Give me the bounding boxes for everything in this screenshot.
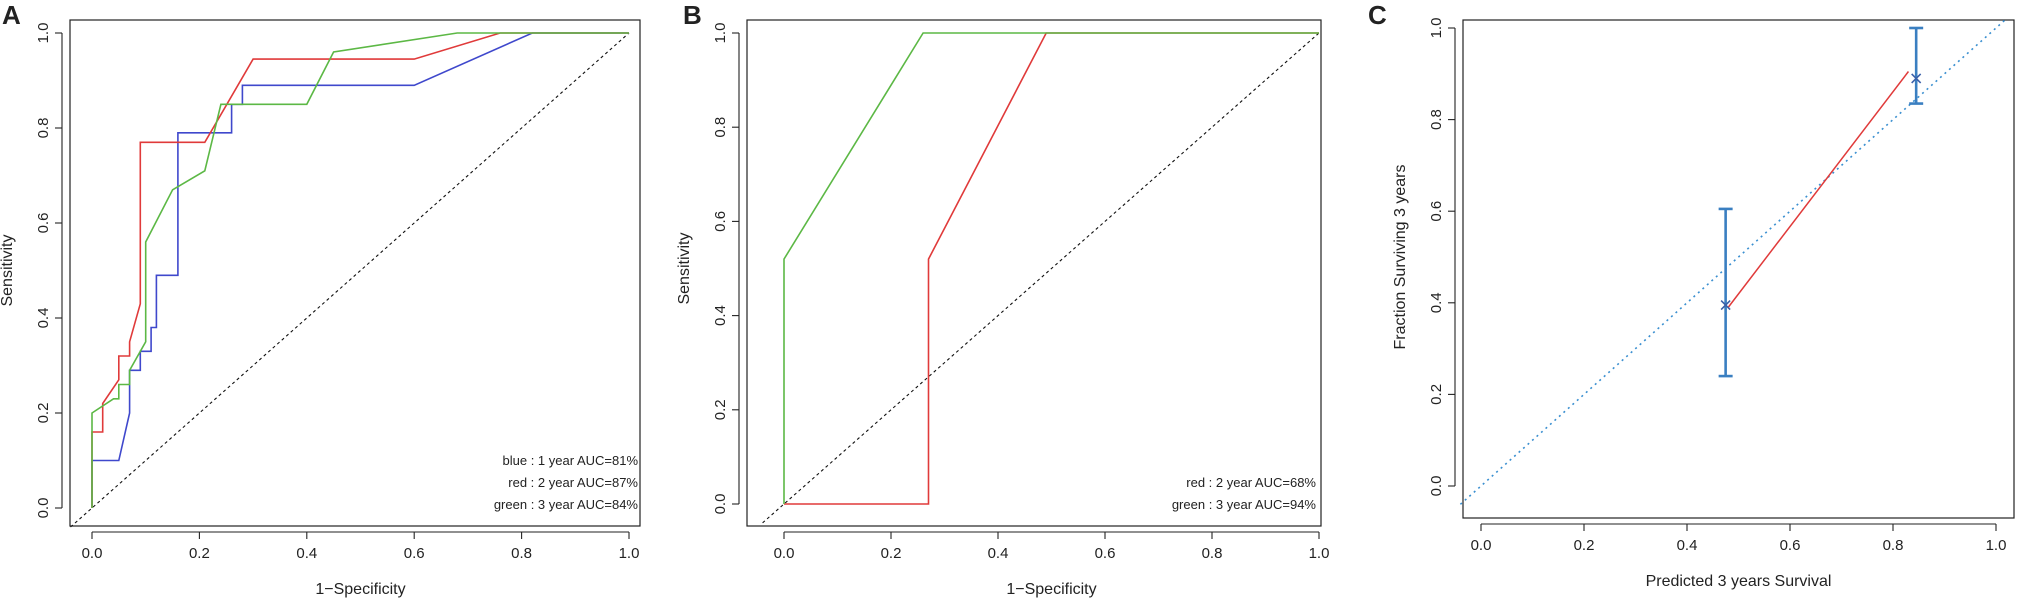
series-lines xyxy=(783,32,1319,505)
y-axis-title: Fraction Surviving 3 years xyxy=(1392,165,1409,350)
data-point-marker xyxy=(1720,300,1731,311)
y-tick-label: 0.4 xyxy=(712,305,729,326)
x-tick-label: 0.8 xyxy=(1202,545,1223,562)
roc-curve-1 xyxy=(91,32,629,508)
x-tick-label: 0.6 xyxy=(1095,545,1116,562)
panel-a: A 1−Specificity 0.0 0.2 0.4 0.6 0.8 1.0 Sensi… xyxy=(0,0,641,598)
legend: red : 2 year AUC=68% green : 3 year AUC=… xyxy=(1172,475,1317,512)
y-tick-label: 0.0 xyxy=(1428,476,1445,497)
diagonal-reference-line xyxy=(762,32,1320,524)
data-point-marker xyxy=(1911,73,1922,84)
y-tick-label: 0.4 xyxy=(35,308,52,329)
y-tick-label: 0.2 xyxy=(35,403,52,424)
x-tick-label: 1.0 xyxy=(1986,537,2007,554)
x-tick-label: 0.8 xyxy=(1883,537,1904,554)
y-axis-title: Sensitivity xyxy=(0,234,16,306)
y-tick-label: 0.2 xyxy=(712,399,729,420)
panel-c: C Predicted 3 years Survival 0.0 0.2 0.4 0.… xyxy=(1368,0,2015,590)
y-axis-title: Sensitivity xyxy=(676,232,693,304)
plot-frame xyxy=(1462,19,2015,519)
panel-letter: A xyxy=(2,0,21,30)
x-tick-label: 1.0 xyxy=(619,545,640,562)
y-tick-label: 0.6 xyxy=(712,211,729,232)
x-axis-title: Predicted 3 years Survival xyxy=(1646,573,1832,590)
x-tick-label: 0.8 xyxy=(511,545,532,562)
y-tick-label: 0.8 xyxy=(1428,109,1445,130)
legend-entry-red: red : 2 year AUC=68% xyxy=(1186,475,1316,490)
roc-curve-1 xyxy=(783,32,1319,504)
x-tick-label: 0.2 xyxy=(881,545,902,562)
y-tick-label: 0.0 xyxy=(35,498,52,519)
panel-b: B 1−Specificity 0.0 0.2 0.4 0.6 0.8 1.0 Sensi… xyxy=(676,0,1329,598)
series-lines xyxy=(1459,18,2007,505)
x-tick-label: 0.4 xyxy=(296,545,317,562)
x-tick-label: 1.0 xyxy=(1309,545,1330,562)
plot-frame xyxy=(746,19,1322,527)
x-tick-label: 0.0 xyxy=(82,545,103,562)
y-tick-label: 0.6 xyxy=(35,213,52,234)
legend: blue : 1 year AUC=81% red : 2 year AUC=8… xyxy=(494,453,639,512)
y-tick-label: 0.6 xyxy=(1428,201,1445,222)
y-tick-label: 0.0 xyxy=(712,494,729,515)
x-tick-label: 0.2 xyxy=(189,545,210,562)
x-tick-label: 0.6 xyxy=(404,545,425,562)
y-tick-label: 1.0 xyxy=(712,23,729,44)
x-tick-label: 0.2 xyxy=(1574,537,1595,554)
ideal-calibration-line xyxy=(1459,18,2007,505)
series-lines xyxy=(91,32,629,508)
x-axis-title: 1−Specificity xyxy=(1006,581,1096,598)
legend-entry-red: red : 2 year AUC=87% xyxy=(508,475,638,490)
roc-curve-0 xyxy=(91,32,629,508)
diagonal-reference-line xyxy=(70,32,630,528)
y-tick-label: 0.8 xyxy=(35,118,52,139)
x-tick-label: 0.4 xyxy=(988,545,1009,562)
legend-entry-green: green : 3 year AUC=94% xyxy=(1172,497,1317,512)
y-tick-label: 0.4 xyxy=(1428,292,1445,313)
roc-curve-2 xyxy=(91,32,629,508)
plot-frame xyxy=(69,19,641,527)
y-tick-label: 1.0 xyxy=(1428,18,1445,39)
y-axis: Sensitivity 0.0 0.2 0.4 0.6 0.8 1.0 xyxy=(0,23,63,519)
y-tick-label: 0.2 xyxy=(1428,384,1445,405)
y-axis: Sensitivity 0.0 0.2 0.4 0.6 0.8 1.0 xyxy=(676,23,740,515)
panel-letter: C xyxy=(1368,0,1387,30)
x-axis: Predicted 3 years Survival 0.0 0.2 0.4 0.6 0… xyxy=(1471,523,2007,590)
x-axis: 1−Specificity 0.0 0.2 0.4 0.6 0.8 1.0 xyxy=(774,531,1330,598)
legend-entry-green: green : 3 year AUC=84% xyxy=(494,497,639,512)
y-tick-label: 1.0 xyxy=(35,23,52,44)
x-axis-title: 1−Specificity xyxy=(315,581,405,598)
y-tick-label: 0.8 xyxy=(712,117,729,138)
legend-entry-blue: blue : 1 year AUC=81% xyxy=(503,453,639,468)
calibration-curve xyxy=(1727,71,1910,308)
y-axis: Fraction Surviving 3 years 0.0 0.2 0.4 0.6 0… xyxy=(1392,18,1456,497)
x-axis: 1−Specificity 0.0 0.2 0.4 0.6 0.8 1.0 xyxy=(82,531,640,598)
x-tick-label: 0.6 xyxy=(1780,537,1801,554)
x-tick-label: 0.0 xyxy=(774,545,795,562)
panel-letter: B xyxy=(683,0,702,30)
x-tick-label: 0.0 xyxy=(1471,537,1492,554)
x-tick-label: 0.4 xyxy=(1677,537,1698,554)
